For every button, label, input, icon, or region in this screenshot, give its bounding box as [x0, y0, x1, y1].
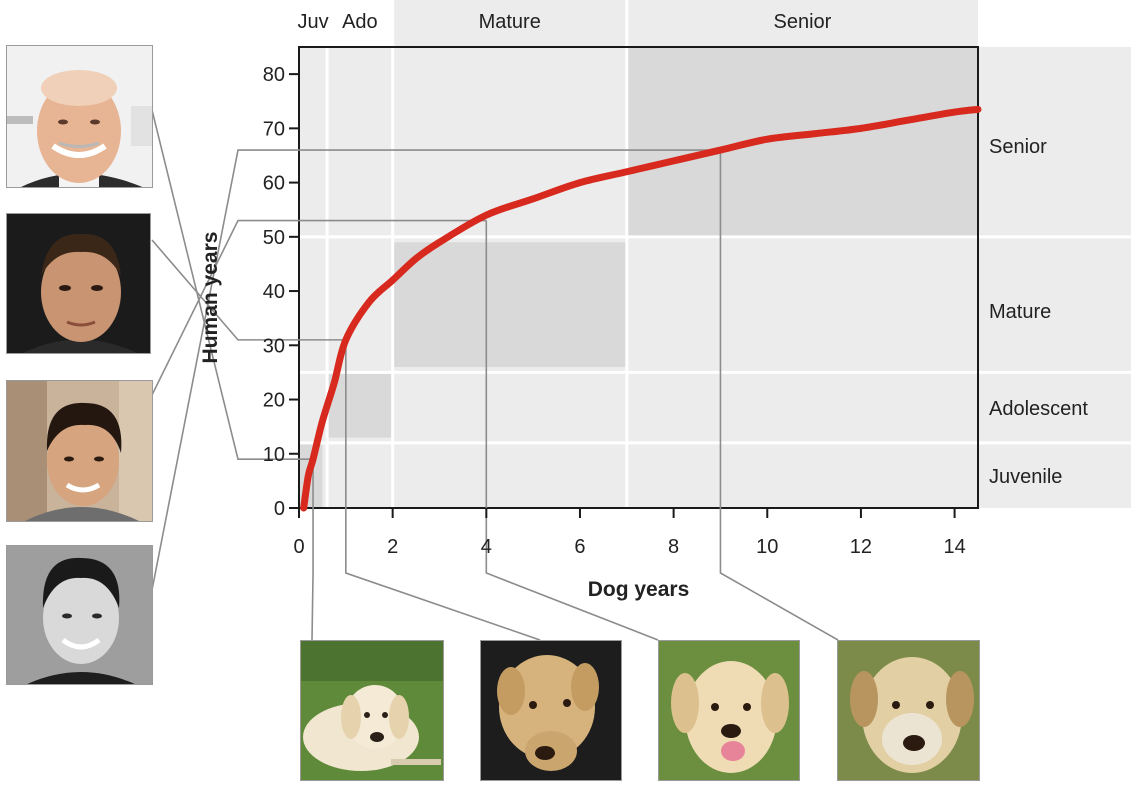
dog-stage-label: Ado	[342, 11, 378, 33]
stage-highlight-box	[626, 47, 978, 237]
y-tick-label: 50	[263, 227, 285, 249]
juvenile-boy-portrait	[6, 545, 153, 685]
dog-stage-band	[626, 0, 978, 47]
human-stage-label: Adolescent	[989, 398, 1088, 420]
y-tick-label: 60	[263, 173, 285, 195]
y-tick-label: 0	[274, 498, 285, 520]
x-tick-label: 8	[668, 536, 679, 558]
y-tick-label: 10	[263, 444, 285, 466]
young-dog-photo	[480, 640, 622, 781]
dog-stage-label: Mature	[479, 11, 541, 33]
x-tick-label: 0	[293, 536, 304, 558]
human-age-reference-line	[151, 219, 487, 396]
y-tick-label: 80	[263, 64, 285, 86]
x-tick-label: 6	[574, 536, 585, 558]
x-tick-label: 12	[850, 536, 872, 558]
y-axis-title: Human years	[199, 232, 222, 364]
y-tick-label: 70	[263, 118, 285, 140]
x-tick-label: 10	[756, 536, 778, 558]
dog-stage-band	[392, 0, 627, 47]
stage-highlight-box	[392, 242, 627, 367]
human-stage-band	[299, 372, 1131, 443]
age-curve	[300, 105, 982, 512]
mature-man-portrait	[6, 213, 151, 354]
y-tick-label: 30	[263, 335, 285, 357]
x-tick-label: 2	[387, 536, 398, 558]
dog-stage-band	[327, 0, 393, 47]
senior-dog-photo	[837, 640, 980, 781]
human-stage-band	[299, 442, 1131, 508]
adolescent-boy-portrait	[6, 380, 153, 522]
dog-age-reference-line	[485, 220, 659, 641]
dog-age-reference-line	[311, 459, 314, 641]
dog-stage-label: Senior	[773, 11, 831, 33]
x-tick-label: 4	[481, 536, 492, 558]
adult-dog-photo	[658, 640, 800, 781]
dog-stage-band	[299, 0, 328, 47]
plot-frame	[298, 46, 979, 509]
dog-age-reference-line	[345, 339, 541, 641]
puppy-photo	[300, 640, 444, 781]
x-axis-title: Dog years	[588, 578, 690, 601]
dog-stage-label: Juv	[297, 11, 328, 33]
dog-age-reference-line	[719, 150, 839, 641]
human-age-reference-line	[151, 149, 721, 591]
y-tick-label: 20	[263, 390, 285, 412]
human-stage-label: Senior	[989, 136, 1047, 158]
senior-man-portrait	[6, 45, 153, 188]
y-tick-label: 40	[263, 281, 285, 303]
human-age-reference-line	[151, 239, 346, 341]
stage-highlight-box	[327, 372, 393, 438]
human-stage-label: Mature	[989, 301, 1051, 323]
human-stage-label: Juvenile	[989, 466, 1062, 488]
x-tick-label: 14	[943, 536, 965, 558]
human-age-reference-line	[151, 109, 314, 460]
